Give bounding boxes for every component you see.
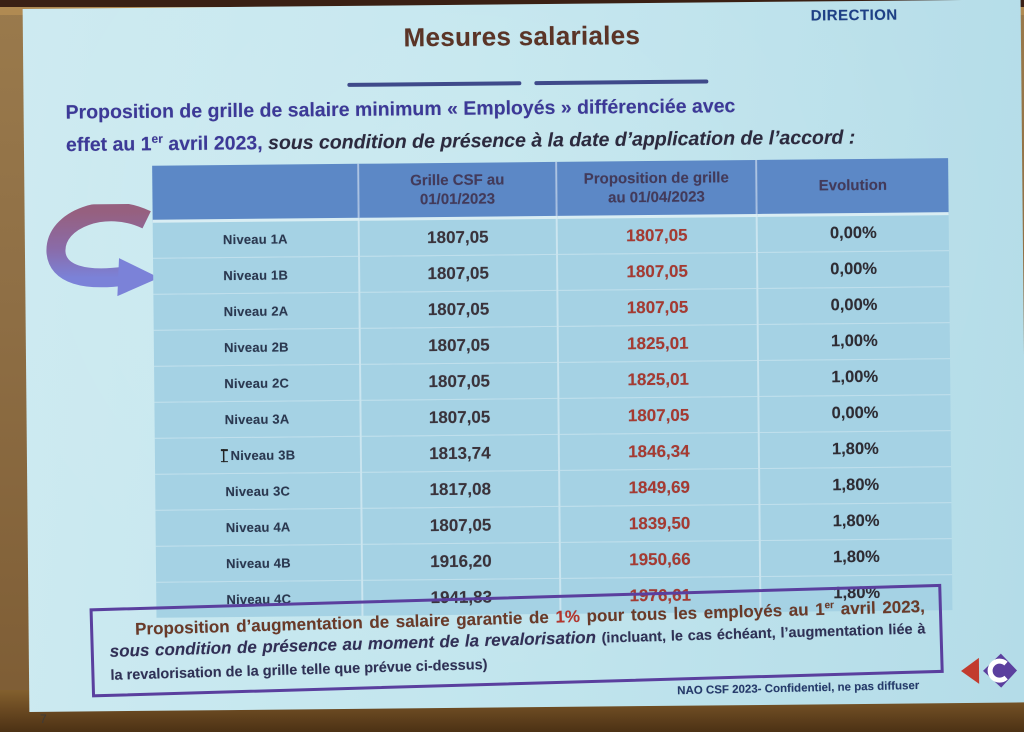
salary-table: Grille CSF au 01/01/2023 Proposition de … xyxy=(152,158,953,618)
header-level xyxy=(152,163,359,222)
header-proposed: Proposition de grille au 01/04/2023 xyxy=(556,159,757,218)
intro-text: Proposition de grille de salaire minimum… xyxy=(65,91,986,159)
curved-uturn-arrow-icon xyxy=(46,203,160,297)
row-label: Niveau 2B xyxy=(153,328,361,367)
page-number: 7 xyxy=(40,712,47,726)
cell-proposed: 1807,05 xyxy=(557,288,758,327)
cell-current: 1817,08 xyxy=(361,470,560,509)
cell-current: 1813,74 xyxy=(360,434,560,473)
row-label: Niveau 1B xyxy=(153,256,360,295)
row-label: Niveau 2A xyxy=(153,292,360,331)
title-underline-left xyxy=(347,81,522,87)
row-label: Niveau 2C xyxy=(154,364,361,403)
title-underline-right xyxy=(534,79,709,86)
cell-current: 1807,05 xyxy=(359,290,558,329)
cell-current: 1807,05 xyxy=(359,254,558,293)
slide: DIRECTION Mesures salariales Proposition… xyxy=(22,0,1024,712)
footer-confidential: NAO CSF 2023- Confidentiel, ne pas diffu… xyxy=(677,679,920,698)
row-label: Niveau 4A xyxy=(155,508,362,547)
slide-title: Mesures salariales xyxy=(403,20,641,53)
cell-proposed: 1825,01 xyxy=(558,360,759,399)
cell-current: 1807,05 xyxy=(358,217,558,257)
text-cursor-icon xyxy=(219,449,229,463)
row-label: Niveau 4B xyxy=(155,544,363,583)
row-label: Niveau 3C xyxy=(155,472,362,511)
cell-evolution: 1,80% xyxy=(759,538,953,577)
row-label: Niveau 1A xyxy=(152,219,360,259)
cell-proposed: 1807,05 xyxy=(556,215,757,255)
guaranteed-percent: 1% xyxy=(555,606,581,627)
cell-current: 1807,05 xyxy=(359,326,559,365)
header-evolution: Evolution xyxy=(756,158,949,216)
cell-proposed: 1807,05 xyxy=(557,252,758,291)
cell-evolution: 0,00% xyxy=(757,286,950,325)
cell-proposed: 1825,01 xyxy=(557,324,759,363)
cell-proposed: 1846,34 xyxy=(558,432,760,471)
cell-evolution: 0,00% xyxy=(758,394,951,433)
cell-evolution: 1,80% xyxy=(759,466,952,505)
carrefour-logo-icon xyxy=(961,653,1018,688)
cell-evolution: 1,80% xyxy=(759,502,952,541)
cell-evolution: 1,80% xyxy=(758,430,952,469)
cell-evolution: 0,00% xyxy=(756,213,949,253)
cell-evolution: 0,00% xyxy=(756,250,950,289)
cell-proposed: 1807,05 xyxy=(558,396,759,435)
cell-proposed: 1839,50 xyxy=(559,504,760,543)
row-label: Niveau 3B xyxy=(154,436,362,475)
cell-evolution: 1,00% xyxy=(758,358,951,397)
cell-current: 1807,05 xyxy=(360,362,559,401)
cell-current: 1807,05 xyxy=(360,398,559,437)
row-label: Niveau 3A xyxy=(154,400,361,439)
table-header-row: Grille CSF au 01/01/2023 Proposition de … xyxy=(152,158,949,222)
cell-current: 1807,05 xyxy=(361,506,560,545)
header-current: Grille CSF au 01/01/2023 xyxy=(358,161,557,220)
cell-evolution: 1,00% xyxy=(757,322,951,361)
cell-proposed: 1950,66 xyxy=(559,540,761,579)
cell-current: 1916,20 xyxy=(361,542,561,581)
cell-proposed: 1849,69 xyxy=(559,468,760,507)
